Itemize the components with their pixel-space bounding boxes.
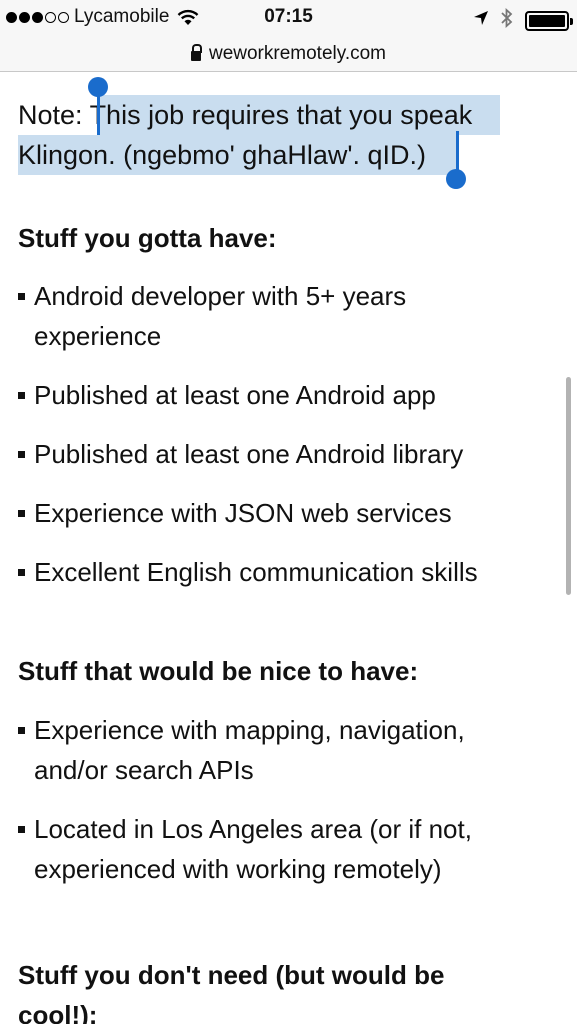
selection-highlight-line2 <box>18 135 458 175</box>
bullet-icon <box>18 293 25 300</box>
bullet-icon <box>18 392 25 399</box>
selection-end-handle[interactable] <box>446 169 466 189</box>
status-bar: Lycamobile 07:15 <box>0 0 577 36</box>
selected-text-line2: Klingon. (ngebmo' ghaHlaw'. qID.) <box>18 140 427 170</box>
status-left: Lycamobile <box>6 6 199 28</box>
bluetooth-icon <box>501 7 513 33</box>
list-item: Published at least one Android library <box>18 434 463 474</box>
bullet-icon <box>18 451 25 458</box>
list-item: Experience with JSON web services <box>18 493 452 533</box>
vertical-scrollbar[interactable] <box>566 377 571 595</box>
bullet-icon <box>18 510 25 517</box>
location-arrow-icon <box>473 10 489 31</box>
wifi-icon <box>177 9 199 26</box>
nice-to-have-heading: Stuff that would be nice to have: <box>18 656 419 686</box>
list-item: Android developer with 5+ years <box>18 276 406 316</box>
list-item: Located in Los Angeles area (or if not, <box>18 809 472 849</box>
note-prefix: Note: <box>18 100 90 130</box>
url-text: weworkremotely.com <box>208 42 387 64</box>
bullet-icon <box>18 569 25 576</box>
battery-icon <box>525 10 573 31</box>
list-item: Published at least one Android app <box>18 375 436 415</box>
list-item-continuation: experience <box>34 321 162 351</box>
clock: 07:15 <box>264 6 313 27</box>
bullet-icon <box>18 727 25 734</box>
list-item-continuation: experienced with working remotely) <box>34 854 442 884</box>
list-item: Experience with mapping, navigation, <box>18 710 465 750</box>
selection-end-caret <box>456 131 459 171</box>
signal-strength-icon <box>6 11 69 23</box>
carrier-name: Lycamobile <box>74 6 170 27</box>
address-bar[interactable]: weworkremotely.com <box>0 36 577 72</box>
selected-text-line1: This job requires that you speak <box>89 100 473 130</box>
bullet-icon <box>18 826 25 833</box>
selection-highlight-line1 <box>98 95 500 135</box>
selection-start-caret <box>97 95 100 135</box>
dont-need-heading: Stuff you don't need (but would be cool!… <box>18 960 445 1024</box>
list-item: Excellent English communication skills <box>18 552 478 592</box>
list-item-continuation: and/or search APIs <box>34 755 254 785</box>
note-paragraph: Note: This job requires that you speak K… <box>18 77 538 189</box>
must-have-heading: Stuff you gotta have: <box>18 223 277 253</box>
selection-start-handle[interactable] <box>88 77 108 97</box>
lock-icon <box>190 43 202 61</box>
status-right <box>473 7 573 33</box>
